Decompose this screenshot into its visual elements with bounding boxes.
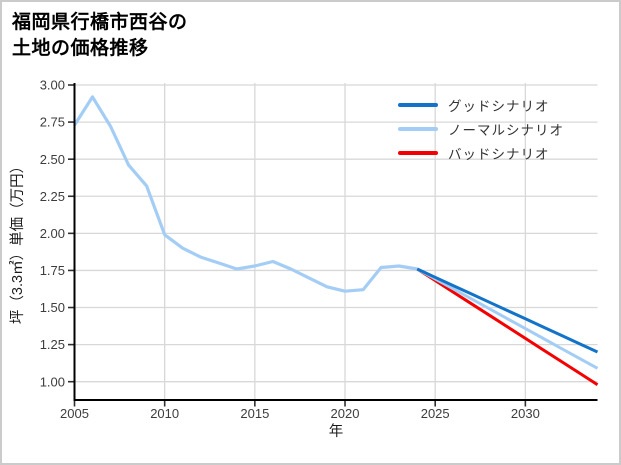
legend-item-normal-scenario: ノーマルシナリオ bbox=[398, 117, 564, 141]
x-tick-label: 2030 bbox=[511, 406, 540, 421]
y-axis-label: 坪（3.3㎡）単価（万円） bbox=[9, 159, 26, 324]
y-tick-label: 2.00 bbox=[40, 226, 65, 241]
chart-title: 福岡県行橋市西谷の 土地の価格推移 bbox=[12, 10, 188, 62]
y-tick-label: 1.00 bbox=[40, 374, 65, 389]
x-tick-label: 2005 bbox=[60, 406, 89, 421]
bad-scenario-line-swatch bbox=[398, 151, 438, 155]
y-tick-label: 2.50 bbox=[40, 152, 65, 167]
legend-label: グッドシナリオ bbox=[448, 99, 550, 114]
y-tick-label: 2.25 bbox=[40, 189, 65, 204]
x-axis-label: 年 bbox=[329, 423, 344, 440]
x-tick-label: 2015 bbox=[240, 406, 269, 421]
x-tick-label: 2010 bbox=[150, 406, 179, 421]
history-line bbox=[73, 95, 418, 293]
x-tick-label: 2025 bbox=[421, 406, 450, 421]
legend-label: ノーマルシナリオ bbox=[448, 123, 564, 138]
good-scenario-line bbox=[416, 267, 599, 354]
legend-item-good-scenario: グッドシナリオ bbox=[398, 93, 564, 117]
y-tick-label: 2.75 bbox=[40, 115, 65, 130]
normal-scenario-line bbox=[416, 267, 599, 370]
y-tick-label: 1.75 bbox=[40, 263, 65, 278]
x-tick-label: 2020 bbox=[331, 406, 360, 421]
chart-title-line1: 福岡県行橋市西谷の bbox=[12, 12, 188, 33]
normal-scenario-line-swatch bbox=[398, 127, 438, 131]
good-scenario-line-swatch bbox=[398, 103, 438, 107]
legend-label: バッドシナリオ bbox=[448, 147, 550, 162]
y-tick-label: 1.50 bbox=[40, 300, 65, 315]
chart-title-line2: 土地の価格推移 bbox=[12, 38, 149, 59]
legend: グッドシナリオ ノーマルシナリオ バッドシナリオ bbox=[398, 93, 564, 165]
legend-item-bad-scenario: バッドシナリオ bbox=[398, 141, 564, 165]
y-tick-label: 1.25 bbox=[40, 337, 65, 352]
y-tick-label: 3.00 bbox=[40, 78, 65, 93]
bad-scenario-line bbox=[416, 267, 599, 386]
